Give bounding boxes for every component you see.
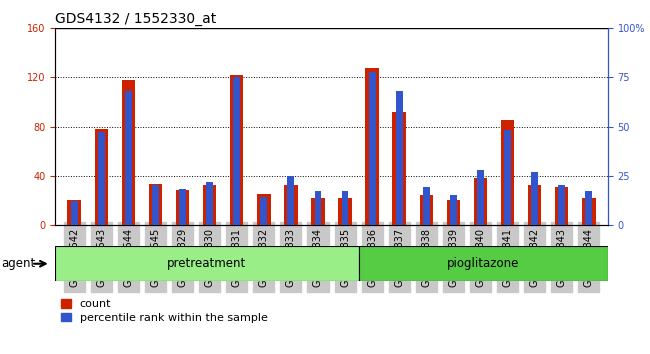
Bar <box>179 189 186 225</box>
Bar <box>122 80 135 225</box>
Bar <box>582 198 595 225</box>
Bar <box>555 187 569 225</box>
Bar <box>423 188 430 225</box>
Bar <box>528 185 541 225</box>
Bar <box>419 195 433 225</box>
Bar <box>287 176 294 225</box>
Bar <box>94 129 108 225</box>
Bar <box>447 200 460 225</box>
Bar <box>125 91 132 225</box>
Bar <box>396 91 402 225</box>
Bar <box>338 198 352 225</box>
Bar <box>586 192 592 225</box>
Bar <box>393 112 406 225</box>
Bar <box>68 200 81 225</box>
Bar <box>500 120 514 225</box>
Text: pioglitazone: pioglitazone <box>447 257 519 270</box>
Bar <box>342 192 348 225</box>
Text: GDS4132 / 1552330_at: GDS4132 / 1552330_at <box>55 12 216 27</box>
Bar <box>531 172 538 225</box>
Text: pretreatment: pretreatment <box>167 257 246 270</box>
Bar <box>450 195 457 225</box>
Bar <box>365 68 379 225</box>
Bar <box>98 132 105 225</box>
Bar <box>504 131 511 225</box>
Bar <box>477 170 484 225</box>
Bar <box>149 184 162 225</box>
Bar <box>315 192 321 225</box>
Bar <box>474 178 488 225</box>
Bar <box>71 201 77 225</box>
Bar <box>230 75 244 225</box>
Bar <box>284 185 298 225</box>
Bar <box>152 185 159 225</box>
Bar <box>257 194 270 225</box>
Bar <box>203 185 216 225</box>
Text: agent: agent <box>1 257 36 270</box>
Bar <box>558 185 565 225</box>
Legend: count, percentile rank within the sample: count, percentile rank within the sample <box>61 299 268 323</box>
Bar <box>55 246 359 281</box>
Bar <box>233 78 240 225</box>
Bar <box>176 190 189 225</box>
Bar <box>206 182 213 225</box>
Bar <box>261 197 267 225</box>
Bar <box>359 246 608 281</box>
Bar <box>369 72 376 225</box>
Bar <box>311 198 325 225</box>
